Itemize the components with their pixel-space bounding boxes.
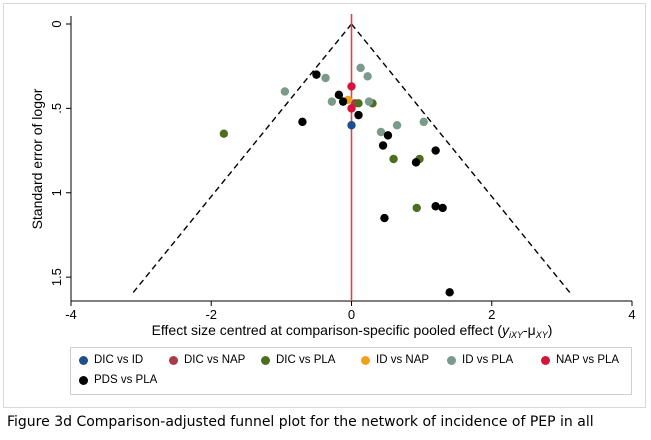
y-axis-title: Standard error of logor [29, 88, 45, 229]
y-tick-label: .5 [49, 103, 64, 114]
legend-label: DIC vs PLA [276, 354, 336, 366]
data-point [347, 104, 356, 113]
data-point [327, 97, 337, 106]
y-tick-label: 0 [49, 20, 64, 27]
x-tick-label: -2 [205, 307, 217, 322]
x-tick-label: -4 [65, 307, 77, 322]
legend: DIC vs ID DIC vs NAP DIC vs PLA ID vs NAP ID… [70, 347, 632, 395]
legend-item: DIC vs NAP [169, 354, 245, 366]
data-point [376, 127, 386, 137]
data-point [347, 82, 356, 91]
data-point [431, 202, 440, 211]
data-point [392, 121, 402, 130]
axis-labels: Standard error of logor Effect size centr… [29, 88, 552, 340]
funnel-plot: -4 -2 0 2 4 0 .5 1 1.5 Standard error of logor Ef… [29, 14, 636, 340]
legend-label: ID vs NAP [376, 354, 430, 366]
data-point [438, 203, 447, 213]
y-tick-label: 1.5 [49, 268, 64, 286]
legend-item: ID vs PLA [447, 354, 513, 366]
legend-marker [361, 355, 370, 365]
figure-caption: Figure 3d Comparison-adjusted funnel plo… [7, 414, 594, 430]
data-point [354, 99, 363, 108]
data-point [312, 70, 321, 79]
data-point [378, 141, 388, 150]
data-point [431, 146, 440, 155]
x-tick-label: 2 [488, 307, 495, 322]
data-point [298, 117, 307, 127]
funnel-lines [131, 23, 572, 295]
legend-marker [79, 375, 88, 385]
legend-marker [541, 355, 550, 365]
data-point [219, 129, 229, 138]
data-point [321, 73, 330, 83]
legend-label: DIC vs ID [94, 354, 144, 366]
legend-marker [169, 355, 178, 365]
legend-label: NAP vs PLA [556, 354, 620, 366]
legend-label: ID vs PLA [462, 354, 514, 366]
data-point [347, 121, 356, 130]
data-point [412, 203, 421, 213]
y-tick-label: 1 [49, 189, 64, 196]
legend-item: DIC vs PLA [261, 354, 335, 366]
data-point [338, 97, 348, 106]
data-point [411, 158, 421, 167]
data-point [356, 63, 365, 73]
legend-item: DIC vs ID [79, 354, 143, 366]
data-point [364, 97, 374, 106]
data-point [354, 110, 363, 120]
funnel-right-line [350, 23, 572, 295]
data-point [419, 117, 428, 127]
legend-label: DIC vs NAP [184, 354, 246, 366]
x-tick-label: 0 [348, 307, 355, 322]
x-tick-label: 4 [628, 307, 635, 322]
legend-marker [261, 355, 270, 365]
data-points [219, 63, 454, 297]
legend-marker [447, 355, 456, 365]
legend-item: PDS vs PLA [79, 374, 157, 386]
data-point [280, 87, 290, 96]
data-point [389, 154, 398, 164]
data-point [380, 213, 389, 223]
legend-item: ID vs NAP [361, 354, 429, 366]
axes: -4 -2 0 2 4 0 .5 1 1.5 [49, 16, 636, 322]
legend-item: NAP vs PLA [541, 354, 619, 366]
legend-marker [79, 355, 88, 365]
data-point [383, 131, 393, 140]
data-point [334, 90, 344, 100]
data-point [445, 288, 454, 297]
funnel-left-line [131, 23, 353, 295]
legend-label: PDS vs PLA [94, 374, 158, 386]
figure-panel: -4 -2 0 2 4 0 .5 1 1.5 Standard error of logor Ef… [3, 3, 646, 408]
x-axis-title: Effect size centred at comparison-specif… [152, 322, 553, 340]
data-point [363, 72, 372, 81]
